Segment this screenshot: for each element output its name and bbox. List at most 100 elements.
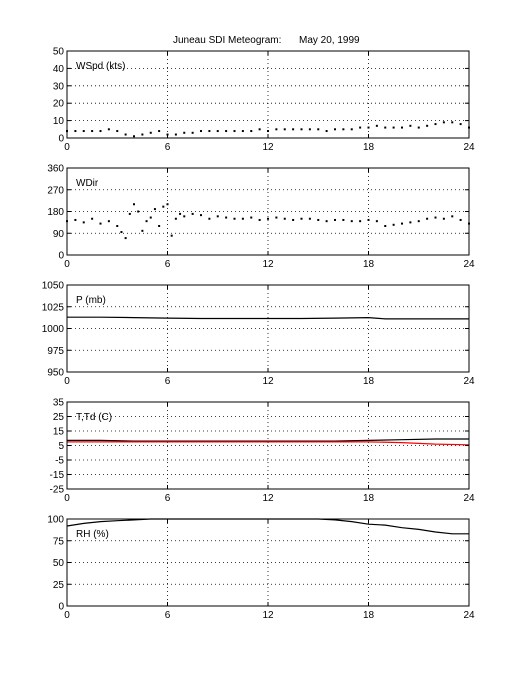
rh-ytick-label: 50 [53, 558, 65, 569]
wdir-series-0-point [325, 220, 328, 223]
wdir-series-0-point [82, 221, 85, 224]
wspd-series-0-point [233, 130, 236, 133]
wdir-series-0-point [179, 212, 182, 215]
wdir-ytick-label: 90 [53, 229, 65, 240]
wdir-series-0-point [359, 220, 362, 223]
temp-dewpoint-ytick-label: 15 [53, 427, 65, 438]
wdir-series-0-point [258, 218, 261, 221]
wspd-series-0-point [107, 128, 110, 131]
wspd-xtick-label: 24 [463, 142, 475, 153]
wdir-series-0-point [145, 220, 148, 223]
wspd-series-0-point [225, 130, 228, 133]
wdir-series-0-point [300, 217, 303, 220]
wspd-series-0-point [200, 130, 202, 133]
wspd-series-0-point [375, 124, 378, 127]
panel-pressure: 950 975 1000 1025 1050 0 6 12 18 24 P (mb) [42, 281, 475, 388]
wspd-series-0-point [82, 130, 85, 133]
wspd-series-0-point [325, 130, 328, 133]
wspd-series-0-point [208, 130, 211, 133]
pressure-xtick-label: 12 [262, 376, 274, 387]
wspd-xtick-label: 0 [64, 142, 70, 153]
wspd-series-0-point [426, 124, 429, 127]
temp-dewpoint-panel-label: T,Td (C) [76, 412, 112, 423]
wspd-series-0-point [116, 130, 119, 133]
wspd-series-0-point [74, 130, 77, 133]
wdir-series-0-point [124, 237, 127, 240]
wdir-series-0-point [166, 203, 169, 206]
pressure-panel-label: P (mb) [76, 295, 106, 306]
wspd-series-0-point [241, 130, 244, 133]
wspd-series-0-point [359, 126, 362, 129]
wdir-series-0-point [137, 210, 140, 213]
pressure-xtick-label: 18 [363, 376, 375, 387]
pressure-ytick-label: 1000 [42, 324, 65, 335]
wdir-series-0-point [417, 220, 420, 223]
wdir-series-0-point [392, 223, 395, 226]
wspd-series-0-point [267, 130, 269, 133]
wdir-series-0-point [191, 212, 194, 215]
wdir-series-0-point [384, 225, 387, 227]
wdir-xtick-label: 24 [463, 259, 475, 270]
wspd-ytick-label: 40 [53, 64, 65, 75]
temp-dewpoint-ytick-label: -5 [55, 456, 64, 467]
wdir-series-0-point [401, 222, 403, 225]
wdir-series-0-point [426, 217, 429, 220]
pressure-ytick-label: 1025 [42, 302, 65, 313]
rh-panel-label: RH (%) [76, 529, 109, 540]
wspd-series-0-point [409, 124, 412, 127]
wspd-ytick-label: 50 [53, 47, 65, 58]
wdir-series-0-point [334, 218, 336, 221]
wspd-series-0-point [183, 131, 186, 134]
wdir-xtick-label: 0 [64, 259, 70, 270]
wspd-series-0-point [350, 128, 353, 131]
wdir-series-0-point [116, 225, 119, 227]
wspd-series-0-point [317, 128, 320, 131]
wspd-series-0-point [392, 126, 395, 129]
wspd-xtick-label: 12 [262, 142, 274, 153]
temp-dewpoint-series-1-line [67, 441, 470, 446]
temp-dewpoint-ytick-label: -15 [50, 470, 65, 481]
wdir-series-0-point [459, 218, 462, 221]
wdir-series-0-point [434, 216, 437, 219]
temp-dewpoint-xtick-label: 18 [363, 493, 375, 504]
wdir-series-0-point [149, 216, 152, 219]
wdir-ytick-label: 360 [47, 164, 64, 175]
wdir-series-0-point [317, 218, 320, 221]
wdir-series-0-point [128, 212, 131, 215]
wspd-series-0-point [174, 133, 177, 136]
wspd-series-0-point [300, 128, 303, 131]
wspd-ytick-label: 0 [58, 134, 64, 145]
rh-xtick-label: 18 [363, 610, 375, 621]
wdir-series-0-point [267, 217, 269, 220]
wdir-series-0-point [158, 225, 161, 227]
wdir-series-0-point [250, 216, 253, 219]
wspd-series-0-point [158, 130, 161, 133]
temp-dewpoint-xtick-label: 24 [463, 493, 475, 504]
wdir-xtick-label: 6 [165, 259, 171, 270]
wspd-series-0-point [216, 130, 219, 133]
wspd-series-0-point [417, 126, 420, 129]
wspd-xtick-label: 6 [165, 142, 171, 153]
temp-dewpoint-xtick-label: 12 [262, 493, 274, 504]
rh-xtick-label: 6 [165, 610, 171, 621]
wspd-ytick-label: 20 [53, 99, 65, 110]
figure-date: May 20, 1999 [299, 35, 360, 46]
wspd-panel-label: WSpd (kts) [76, 61, 125, 72]
wdir-series-0-point [225, 216, 228, 219]
wdir-series-0-point [375, 220, 378, 223]
wspd-series-0-point [434, 123, 437, 126]
temp-dewpoint-xtick-label: 0 [64, 493, 70, 504]
wdir-series-0-point [162, 205, 165, 208]
wdir-series-0-point [367, 218, 370, 221]
wspd-series-0-point [141, 133, 144, 136]
rh-ytick-label: 75 [53, 536, 65, 547]
wdir-series-0-point [308, 217, 311, 220]
panel-temp-dewpoint: -25 -15 -5 5 15 25 35 0 6 12 18 24 T,Td (C) [50, 398, 475, 505]
wspd-series-0-point [258, 128, 261, 131]
rh-ytick-label: 25 [53, 580, 65, 591]
wdir-series-0-point [350, 220, 353, 223]
temp-dewpoint-ytick-label: -25 [50, 485, 65, 496]
wspd-series-0-point [342, 128, 345, 131]
rh-xtick-label: 12 [262, 610, 274, 621]
